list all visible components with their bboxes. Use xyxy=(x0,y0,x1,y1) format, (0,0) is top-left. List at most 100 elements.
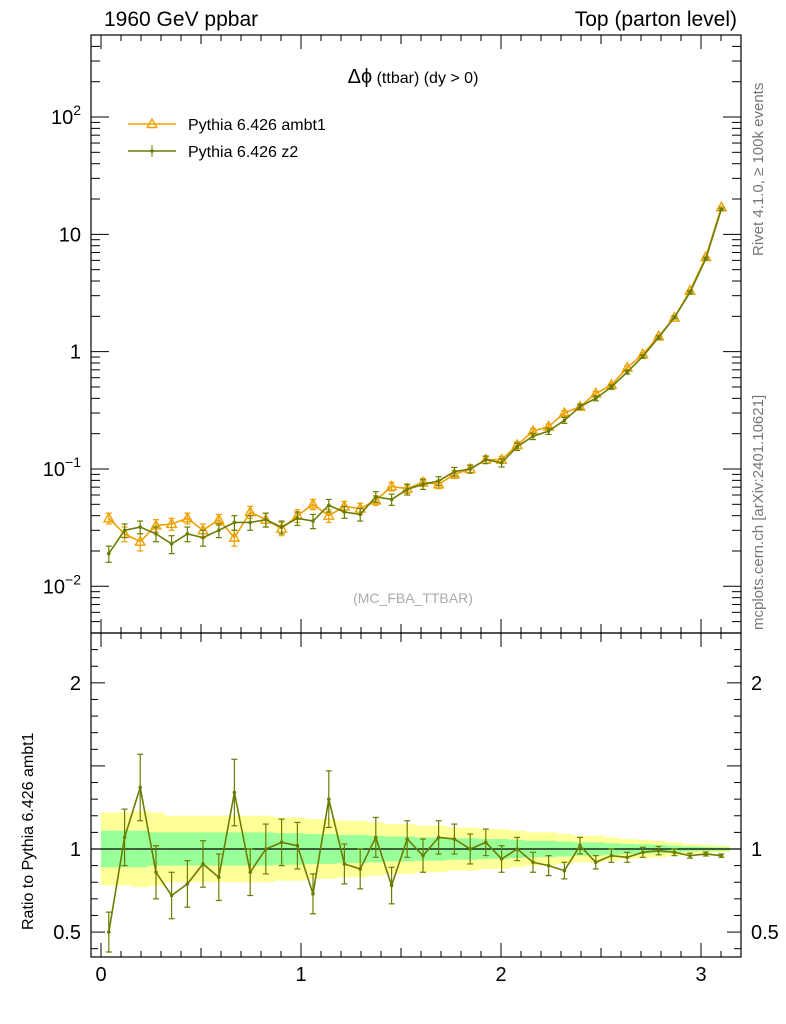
ratio-point-z2 xyxy=(232,790,237,795)
ratio-point-z2 xyxy=(122,835,127,840)
data-point-ambt1 xyxy=(307,497,319,509)
data-point-z2 xyxy=(625,370,629,374)
ratio-point-z2 xyxy=(656,848,661,853)
data-point-ambt1 xyxy=(102,511,115,523)
data-point-z2 xyxy=(154,532,158,536)
data-point-z2 xyxy=(484,457,488,462)
y-tick-label-right: 2 xyxy=(751,673,762,695)
data-point-z2 xyxy=(719,207,724,211)
data-point-z2 xyxy=(138,525,142,529)
ratio-point-z2 xyxy=(625,855,629,860)
ratio-plot-axes: 0 1 2 3 0.5 0.5 1 1 2 2 xyxy=(53,632,779,986)
x-tick-label: 0 xyxy=(95,964,106,986)
ratio-point-z2 xyxy=(594,860,598,865)
mcplots-label: mcplots.cern.ch [arXiv:2401.10621] xyxy=(750,394,767,630)
y-tick-label-right: 0.5 xyxy=(751,922,779,944)
ratio-point-z2 xyxy=(185,882,190,886)
data-point-ambt1 xyxy=(668,311,681,322)
ratio-point-z2 xyxy=(531,860,535,865)
data-point-ambt1 xyxy=(181,511,194,523)
data-point-z2 xyxy=(436,479,441,483)
header-right: Top (parton level) xyxy=(574,8,737,31)
ratio-point-z2 xyxy=(374,835,378,840)
data-point-z2 xyxy=(342,510,347,514)
data-point-z2 xyxy=(531,434,535,439)
data-point-z2 xyxy=(232,520,237,525)
ratio-point-z2 xyxy=(389,883,394,888)
data-point-z2 xyxy=(609,385,614,389)
data-point-ambt1 xyxy=(212,513,225,524)
ratio-point-z2 xyxy=(578,843,582,848)
plot-title-text: (ttbar) (dy > 0) xyxy=(372,70,479,87)
x-tick-label: 2 xyxy=(495,964,506,986)
data-point-ambt1 xyxy=(385,480,398,491)
ratio-point-z2 xyxy=(405,837,410,841)
legend-label: Pythia 6.426 z2 xyxy=(188,144,298,161)
x-tick-label: 3 xyxy=(695,964,706,986)
ratio-point-z2 xyxy=(515,847,519,851)
data-point-z2 xyxy=(185,532,190,536)
ratio-point-z2 xyxy=(688,853,692,858)
data-point-z2 xyxy=(405,487,410,492)
data-point-z2 xyxy=(295,516,300,521)
data-point-z2 xyxy=(641,354,645,359)
y-tick-label: 1 xyxy=(70,839,81,861)
data-point-z2 xyxy=(499,460,504,465)
data-point-z2 xyxy=(389,497,394,502)
ratio-point-z2 xyxy=(672,850,677,855)
data-point-z2 xyxy=(248,520,252,525)
header-left: 1960 GeV ppbar xyxy=(104,8,259,31)
data-point-z2 xyxy=(169,542,174,546)
data-point-ambt1 xyxy=(558,406,571,418)
data-point-ambt1 xyxy=(165,517,178,529)
y-tick-label: 102 xyxy=(51,102,81,129)
legend: Pythia 6.426 ambt1 Pythia 6.426 z2 xyxy=(128,117,326,161)
data-point-ambt1 xyxy=(322,509,335,520)
ratio-point-z2 xyxy=(609,853,614,858)
data-point-z2 xyxy=(421,482,425,487)
ratio-point-z2 xyxy=(327,797,331,801)
legend-label: Pythia 6.426 ambt1 xyxy=(188,117,326,134)
data-point-z2 xyxy=(122,528,127,533)
rivet-label: Rivet 4.1.0, ≥ 100k events xyxy=(750,82,767,256)
series-line-z2 xyxy=(108,208,723,555)
data-point-z2 xyxy=(264,517,268,522)
y-tick-label: 1 xyxy=(70,342,81,364)
data-point-ambt1 xyxy=(134,535,147,546)
x-tick-label: 1 xyxy=(295,964,306,986)
ratio-point-z2 xyxy=(248,870,252,875)
legend-marker-triangle xyxy=(146,117,158,129)
ratio-point-z2 xyxy=(311,892,315,896)
ratio-point-z2 xyxy=(562,868,567,873)
ratio-point-z2 xyxy=(264,847,268,851)
ratio-plot-frame xyxy=(90,632,742,958)
ratio-point-z2 xyxy=(719,853,724,858)
ratio-point-z2 xyxy=(421,853,425,858)
y-tick-label: 10−2 xyxy=(43,571,81,598)
data-point-z2 xyxy=(452,469,457,474)
data-point-z2 xyxy=(279,525,284,529)
y-tick-label: 10−1 xyxy=(43,454,81,481)
data-point-z2 xyxy=(578,404,582,409)
data-point-z2 xyxy=(656,335,661,340)
ratio-point-z2 xyxy=(641,850,645,855)
ratio-point-z2 xyxy=(154,870,158,875)
data-point-z2 xyxy=(672,315,677,320)
ratio-point-z2 xyxy=(704,852,708,856)
ratio-point-z2 xyxy=(107,930,111,934)
ratio-point-z2 xyxy=(358,867,363,871)
ratio-point-z2 xyxy=(468,847,473,851)
ratio-point-z2 xyxy=(499,857,504,861)
series-line-ambt1 xyxy=(108,207,723,543)
data-point-z2 xyxy=(562,418,567,423)
analysis-watermark: (MC_FBA_TTBAR) xyxy=(353,590,473,606)
data-point-z2 xyxy=(704,256,708,261)
ratio-point-z2 xyxy=(342,862,347,866)
ratio-series-line-z2 xyxy=(108,787,722,933)
data-point-z2 xyxy=(107,551,111,556)
ratio-point-z2 xyxy=(295,843,300,848)
data-point-z2 xyxy=(594,396,598,401)
y-tick-label-right: 1 xyxy=(751,839,762,861)
ratio-point-z2 xyxy=(279,840,284,845)
data-point-z2 xyxy=(311,519,315,523)
